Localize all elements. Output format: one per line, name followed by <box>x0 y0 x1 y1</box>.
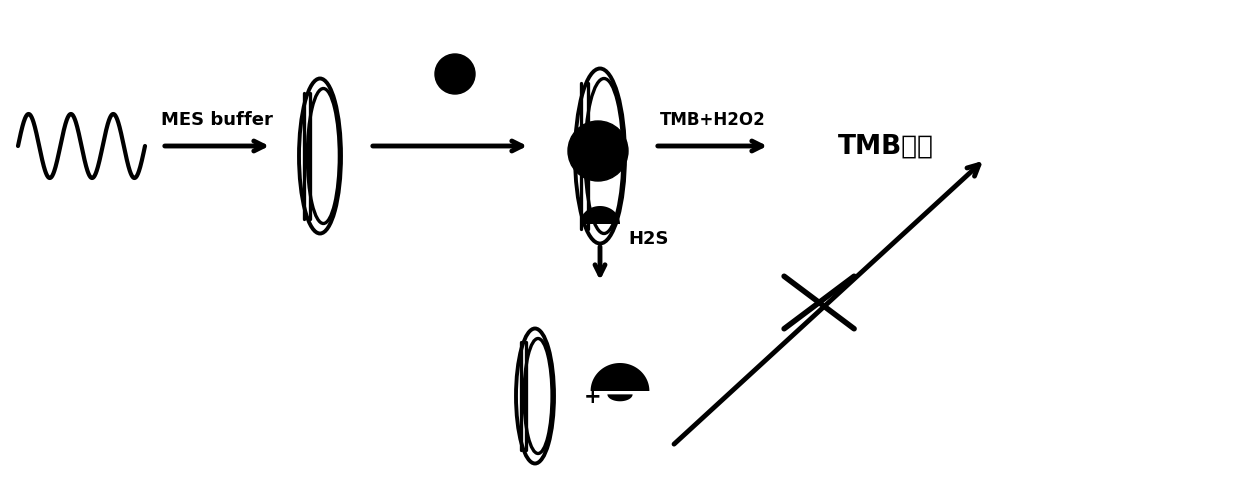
Polygon shape <box>608 395 632 401</box>
Text: TMB显色: TMB显色 <box>838 134 934 160</box>
Text: +: + <box>584 386 601 406</box>
Text: H2S: H2S <box>627 229 668 247</box>
Polygon shape <box>580 206 620 224</box>
Text: TMB+H2O2: TMB+H2O2 <box>660 111 765 129</box>
Polygon shape <box>590 363 650 391</box>
Circle shape <box>435 55 475 95</box>
Circle shape <box>568 122 627 182</box>
Text: MES buffer: MES buffer <box>161 111 273 129</box>
